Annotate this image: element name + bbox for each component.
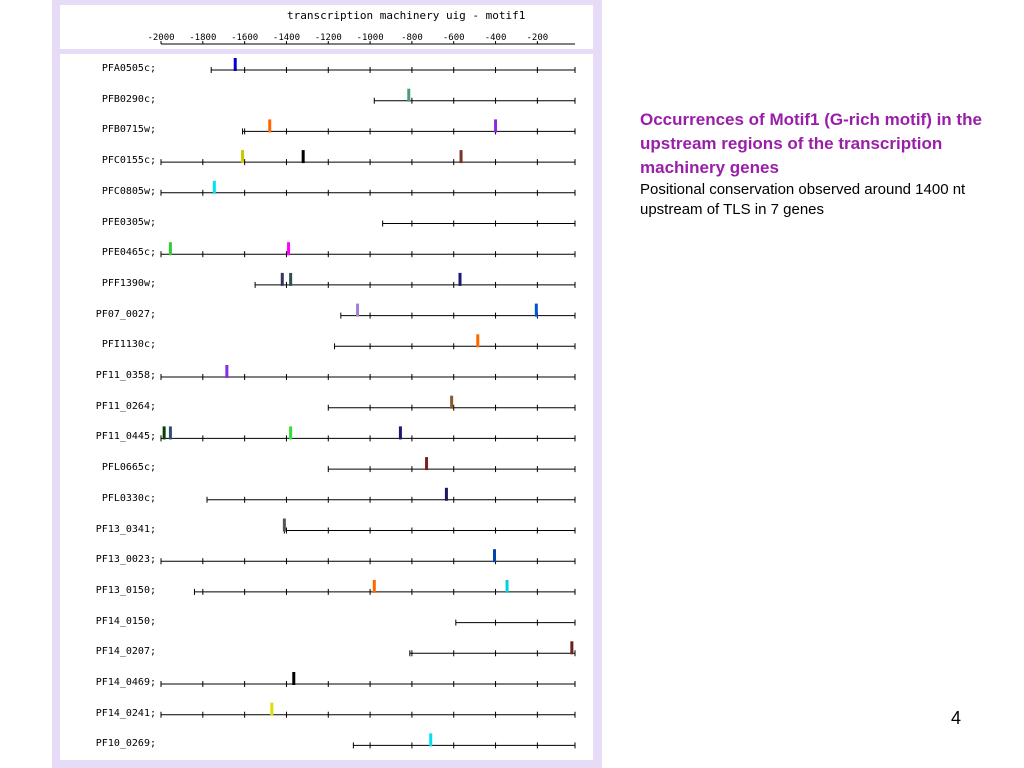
gene-label: PF10_0269; (95, 738, 156, 750)
motif-marker (212, 180, 216, 194)
gene-label: PF11_0358; (95, 370, 156, 381)
caption-body: Positional conservation observed around … (640, 181, 966, 218)
gene-label: PF14_0150; (95, 615, 156, 627)
motif-marker (450, 395, 454, 409)
gene-label: PFC0155c; (101, 155, 156, 167)
motif-marker (425, 457, 429, 471)
gene-label: PFE0305w; (101, 216, 156, 228)
caption-heading: Occurrences of Motif1 (G-rich motif) in … (640, 110, 982, 177)
gene-label: PF11_0445; (95, 431, 156, 443)
gene-label: PFE0465c; (101, 247, 156, 259)
motif-marker (505, 579, 509, 593)
motif-marker (493, 549, 496, 563)
motif-marker (168, 426, 172, 440)
x-tick-label: -600 (443, 33, 465, 43)
gene-label: PFB0290c; (101, 93, 156, 105)
x-tick-label: -1000 (357, 33, 384, 43)
motif-marker (356, 303, 360, 317)
x-tick-label: -800 (401, 33, 423, 43)
motif-marker (241, 150, 245, 164)
motif-marker (459, 150, 463, 164)
motif-marker (429, 733, 433, 747)
motif-marker (270, 702, 274, 716)
x-tick-label: -400 (485, 33, 507, 43)
caption: Occurrences of Motif1 (G-rich motif) in … (640, 108, 1000, 220)
x-tick-label: -1200 (315, 33, 342, 43)
motif-marker (233, 58, 237, 71)
motif-marker (289, 426, 293, 440)
chart-title: transcription machinery uig - motif1 (287, 9, 526, 22)
gene-label: PFL0330c; (101, 492, 156, 504)
motif-marker (476, 334, 480, 348)
motif-marker (407, 88, 411, 102)
motif-marker (168, 242, 172, 256)
x-tick-label: -1800 (189, 33, 216, 43)
gene-label: PF14_0207; (95, 646, 156, 658)
motif-marker (534, 303, 538, 317)
gene-label: PFL0665c; (101, 462, 156, 474)
gene-label: PFB0715w; (101, 124, 156, 136)
gene-label: PFA0505c; (101, 63, 156, 74)
motif-marker (292, 672, 296, 685)
chart-header (60, 5, 593, 49)
motif-marker (282, 518, 286, 532)
x-tick-label: -200 (527, 33, 549, 43)
gene-label: PFC0805w; (101, 185, 156, 197)
motif-marker (494, 119, 498, 133)
gene-label: PFF1390w; (101, 277, 156, 289)
motif-marker (458, 272, 462, 286)
gene-label: PF13_0023; (95, 554, 156, 566)
motif-marker (280, 272, 284, 286)
x-tick-label: -2000 (147, 33, 174, 43)
motif-marker (570, 641, 574, 655)
slide-number: 4 (951, 708, 962, 728)
motif-marker (372, 579, 376, 593)
gene-label: PFI1130c; (101, 339, 156, 351)
gene-label: PF14_0241; (95, 707, 156, 719)
motif-marker (398, 426, 402, 440)
motif-marker (289, 272, 293, 286)
plot-area (60, 54, 593, 760)
gene-label: PF07_0027; (95, 308, 156, 320)
motif-marker (287, 242, 291, 256)
motif-marker (444, 487, 448, 501)
gene-label: PF13_0341; (95, 523, 156, 535)
gene-label: PF14_0469; (95, 677, 156, 688)
x-tick-label: -1600 (231, 33, 258, 43)
motif-marker (225, 365, 229, 378)
gene-label: PF13_0150; (95, 584, 156, 596)
motif-marker (268, 119, 272, 133)
x-tick-label: -1400 (273, 33, 300, 43)
motif-marker (301, 150, 305, 164)
gene-label: PF11_0264; (95, 400, 156, 412)
motif-marker (162, 426, 166, 440)
